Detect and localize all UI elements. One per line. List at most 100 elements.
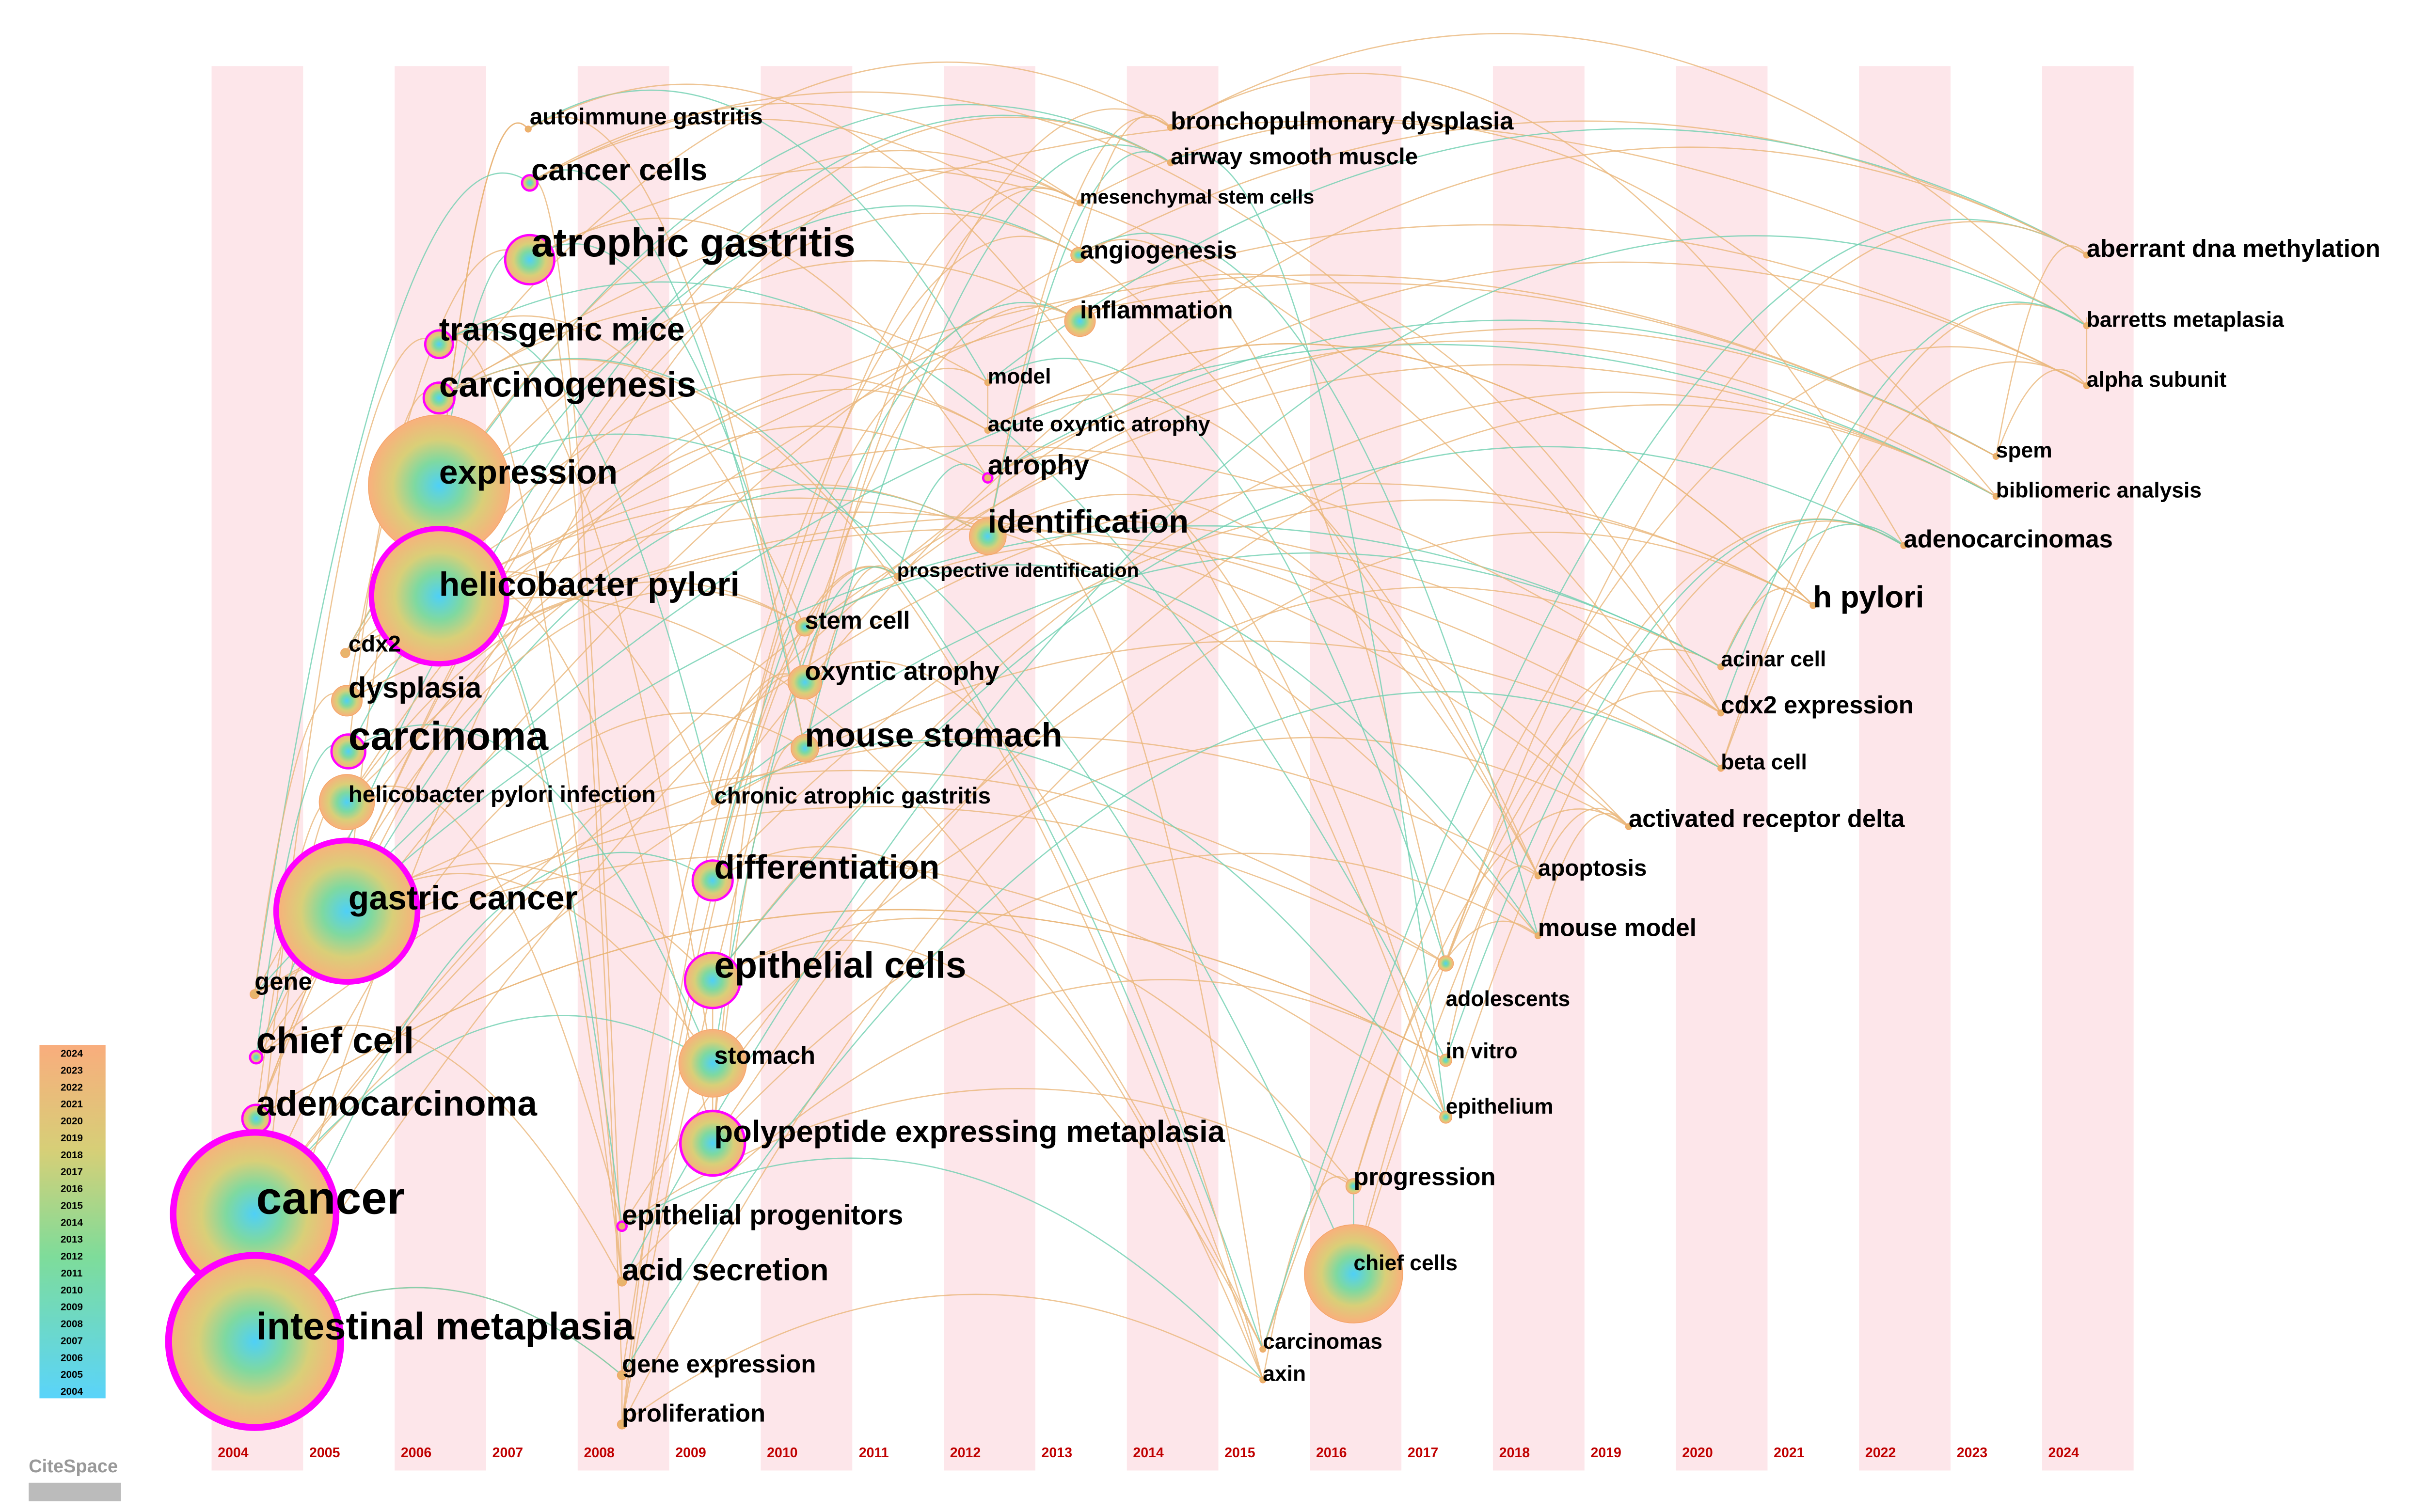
node-label: differentiation — [714, 848, 939, 886]
node — [791, 734, 819, 763]
link — [254, 640, 1721, 1214]
link — [529, 166, 1722, 769]
node-label: polypeptide expressing metaplasia — [714, 1115, 1225, 1149]
node-label: angiogenesis — [1080, 236, 1237, 264]
node-label: identification — [988, 504, 1189, 540]
year-label: 2023 — [1957, 1445, 1987, 1461]
node-label: chronic atrophic gastritis — [714, 783, 991, 809]
node-label: in vitro — [1446, 1040, 1518, 1063]
node — [273, 837, 421, 985]
node — [165, 1252, 344, 1431]
link — [439, 445, 1721, 714]
link — [346, 224, 2087, 803]
node-label: spem — [1996, 439, 2052, 462]
link — [254, 261, 2087, 1342]
node-label: barretts metaplasia — [2087, 308, 2284, 331]
link — [621, 691, 1721, 1376]
year-label: 2017 — [1408, 1445, 1438, 1461]
node — [711, 798, 718, 806]
node — [679, 1109, 746, 1177]
node — [691, 859, 734, 902]
year-label: 2004 — [218, 1445, 249, 1461]
node — [1809, 602, 1817, 609]
link — [987, 358, 1446, 964]
link — [1537, 807, 1629, 876]
node-label: chief cell — [256, 1020, 414, 1061]
node-label: proliferation — [622, 1400, 765, 1427]
link — [439, 281, 1446, 1061]
node — [330, 733, 366, 770]
link — [712, 446, 1904, 981]
link — [712, 939, 1264, 1350]
link — [712, 368, 988, 881]
link — [348, 724, 714, 1064]
node-label: cdx2 expression — [1721, 691, 1914, 719]
year-label: 2007 — [492, 1445, 523, 1461]
node-label: beta cell — [1721, 751, 1807, 774]
link — [987, 116, 1171, 536]
node — [2083, 252, 2090, 259]
legend-year: 2010 — [61, 1285, 83, 1296]
link — [621, 979, 1446, 1282]
node — [1437, 955, 1454, 972]
node — [683, 951, 742, 1009]
node — [2083, 382, 2090, 389]
link — [1537, 813, 1629, 936]
link — [529, 103, 1080, 204]
node — [1259, 1376, 1267, 1384]
node-label: carcinogenesis — [439, 365, 697, 404]
link — [712, 392, 1997, 981]
legend-year: 2023 — [61, 1065, 83, 1076]
link — [255, 116, 1171, 1119]
year-stripe — [2042, 66, 2134, 1471]
node — [424, 329, 454, 360]
node — [1717, 765, 1725, 772]
link — [621, 235, 2087, 1282]
node-label: dysplasia — [349, 671, 482, 704]
link — [987, 340, 1997, 497]
link — [1445, 519, 1904, 1061]
link — [712, 404, 1997, 1144]
node-label: carcinomas — [1263, 1330, 1382, 1354]
link — [528, 83, 1446, 1118]
year-label: 2006 — [401, 1445, 431, 1461]
year-label: 2019 — [1590, 1445, 1621, 1461]
link — [439, 358, 1264, 1350]
link — [1445, 221, 2087, 964]
node — [1992, 493, 1999, 500]
node — [1717, 663, 1725, 671]
node — [1070, 247, 1087, 263]
node-label: model — [988, 365, 1051, 389]
link — [712, 186, 1080, 881]
node — [1167, 124, 1174, 131]
nodes: autoimmune gastritis cancer cells atrophic… — [165, 104, 2380, 1431]
node-label: atrophic gastritis — [531, 220, 856, 265]
link — [254, 344, 1997, 995]
link — [621, 1157, 1264, 1381]
node-label: cdx2 — [349, 631, 401, 657]
link — [1078, 238, 1446, 964]
node — [1717, 709, 1725, 717]
link — [621, 586, 1721, 1227]
node — [1534, 932, 1542, 940]
year-stripe — [1859, 66, 1951, 1471]
node-label: airway smooth muscle — [1171, 144, 1418, 170]
legend-year: 2009 — [61, 1302, 83, 1313]
link — [529, 243, 806, 683]
link — [714, 146, 2087, 803]
node-label: apoptosis — [1538, 855, 1647, 881]
link — [804, 188, 1080, 683]
node-label: epithelial progenitors — [622, 1199, 903, 1230]
node-label: h pylori — [1813, 580, 1924, 614]
year-label: 2018 — [1499, 1445, 1530, 1461]
node-label: acute oxyntic atrophy — [988, 412, 1210, 436]
link — [439, 433, 1354, 1275]
node — [521, 174, 539, 192]
legend-year: 2006 — [61, 1352, 83, 1363]
link — [527, 116, 806, 749]
legend-year: 2019 — [61, 1133, 83, 1144]
year-label: 2009 — [675, 1445, 706, 1461]
legend-year: 2015 — [61, 1200, 83, 1211]
